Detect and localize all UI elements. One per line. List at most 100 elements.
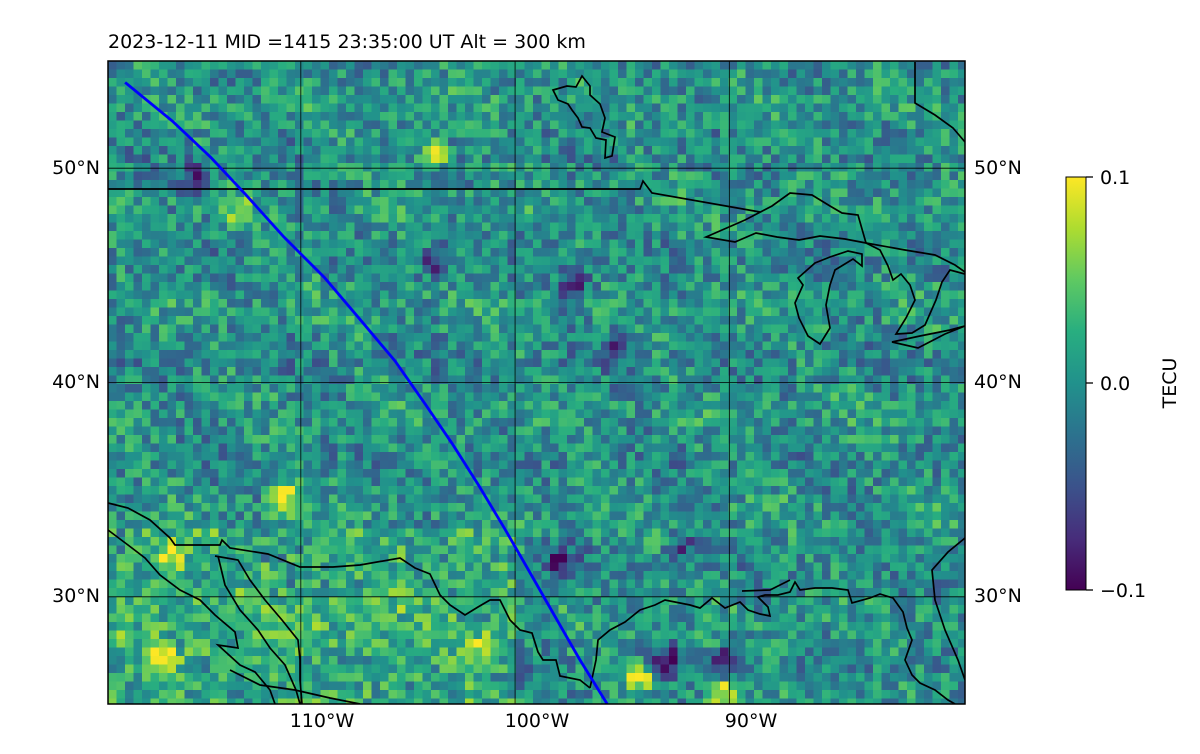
tec-cell (873, 358, 883, 368)
tec-cell (677, 146, 687, 156)
tec-cell (652, 401, 662, 411)
tec-cell (890, 341, 900, 351)
tec-cell (133, 469, 143, 479)
tec-cell (380, 384, 390, 394)
tec-cell (397, 120, 407, 130)
tec-cell (575, 384, 585, 394)
tec-cell (779, 443, 789, 453)
tec-cell (167, 375, 177, 385)
tec-cell (201, 180, 211, 190)
tec-cell (864, 418, 874, 428)
tec-cell (252, 426, 262, 436)
tec-cell (346, 392, 356, 402)
tec-cell (269, 61, 279, 71)
tec-cell (524, 350, 534, 360)
tec-cell (261, 129, 271, 139)
tec-cell (465, 443, 475, 453)
tec-cell (482, 129, 492, 139)
tec-cell (601, 392, 611, 402)
tec-cell (193, 61, 203, 71)
tec-cell (958, 282, 965, 292)
tec-cell (830, 69, 840, 79)
tec-cell (380, 163, 390, 173)
tec-cell (915, 367, 925, 377)
tec-cell (533, 418, 543, 428)
tec-cell (907, 256, 917, 266)
tec-cell (924, 307, 934, 317)
tec-cell (932, 435, 942, 445)
tec-cell (193, 120, 203, 130)
tec-cell (431, 435, 441, 445)
tec-cell (533, 435, 543, 445)
tec-cell (235, 222, 245, 232)
tec-cell (890, 443, 900, 453)
tec-cell (150, 171, 160, 181)
tec-cell (711, 265, 721, 275)
tec-cell (924, 426, 934, 436)
tec-cell (261, 248, 271, 258)
tec-cell (312, 367, 322, 377)
tec-cell (915, 290, 925, 300)
tec-cell (941, 469, 951, 479)
tec-cell (575, 273, 585, 283)
tec-cell (159, 188, 169, 198)
tec-cell (618, 197, 628, 207)
tec-cell (312, 290, 322, 300)
tec-cell (745, 460, 755, 470)
tec-cell (235, 120, 245, 130)
tec-cell (210, 95, 220, 105)
tec-cell (414, 273, 424, 283)
tec-cell (856, 409, 866, 419)
tec-cell (635, 129, 645, 139)
tec-cell (592, 452, 602, 462)
tec-cell (626, 282, 636, 292)
tec-cell (133, 163, 143, 173)
tec-cell (167, 171, 177, 181)
tec-cell (371, 103, 381, 113)
tec-cell (371, 477, 381, 487)
tec-cell (660, 171, 670, 181)
tec-cell (864, 435, 874, 445)
tec-cell (686, 443, 696, 453)
tec-cell (116, 78, 126, 88)
tec-cell (745, 69, 755, 79)
tec-cell (584, 188, 594, 198)
tec-cell (405, 265, 415, 275)
tec-cell (320, 163, 330, 173)
tec-cell (558, 197, 568, 207)
tec-cell (405, 146, 415, 156)
tec-cell (422, 358, 432, 368)
tec-cell (312, 197, 322, 207)
tec-cell (550, 426, 560, 436)
tec-cell (303, 146, 313, 156)
tec-cell (541, 239, 551, 249)
tec-cell (193, 171, 203, 181)
tec-cell (669, 307, 679, 317)
tec-cell (176, 282, 186, 292)
tec-cell (652, 443, 662, 453)
tec-cell (261, 61, 271, 71)
tec-cell (439, 205, 449, 215)
tec-cell (295, 61, 305, 71)
tec-cell (218, 290, 228, 300)
tec-cell (507, 316, 517, 326)
tec-cell (269, 299, 279, 309)
tec-cell (575, 222, 585, 232)
tec-cell (329, 316, 339, 326)
tec-cell (380, 103, 390, 113)
tec-cell (422, 435, 432, 445)
tec-cell (261, 460, 271, 470)
tec-cell (550, 273, 560, 283)
tec-cell (235, 384, 245, 394)
tec-cell (669, 418, 679, 428)
tec-cell (703, 197, 713, 207)
tec-cell (473, 239, 483, 249)
tec-cell (890, 78, 900, 88)
tec-cell (635, 214, 645, 224)
tec-cell (499, 163, 509, 173)
tec-cell (337, 307, 347, 317)
tec-cell (380, 367, 390, 377)
tec-cell (261, 282, 271, 292)
tec-cell (448, 426, 458, 436)
tec-cell (805, 146, 815, 156)
